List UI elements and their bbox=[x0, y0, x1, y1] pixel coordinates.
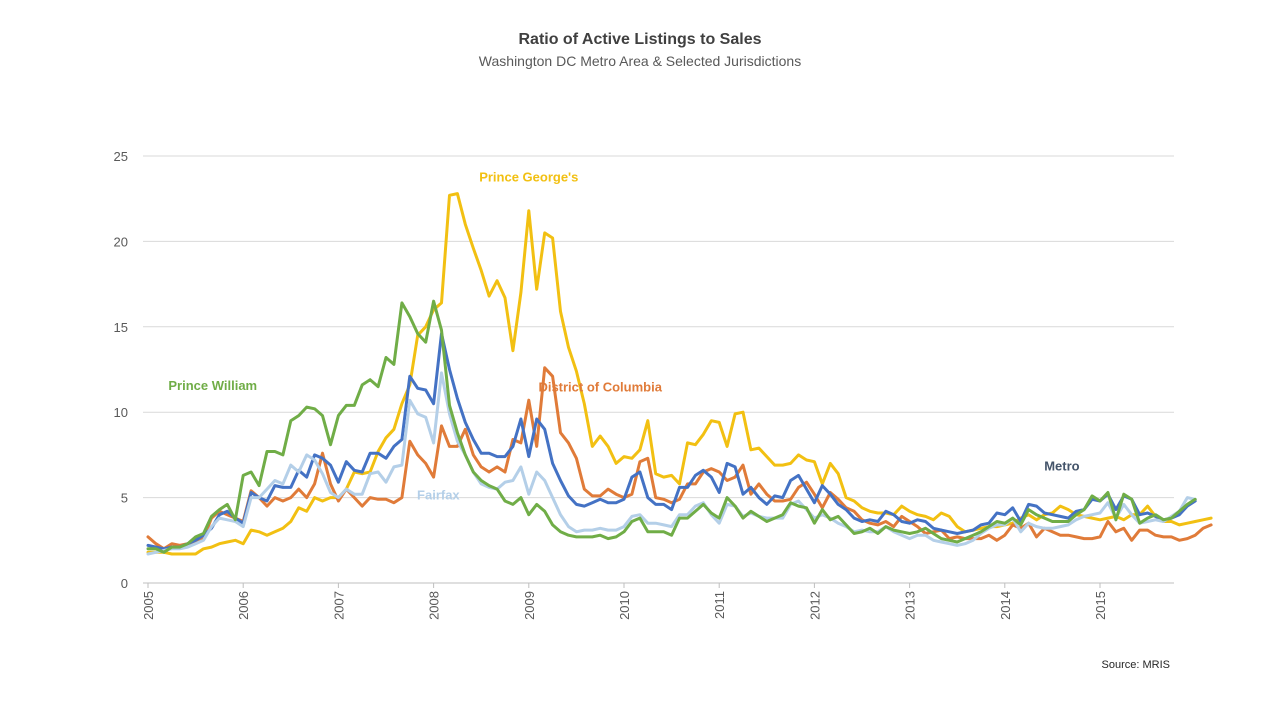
source-note: Source: MRIS bbox=[1101, 659, 1170, 671]
y-tick-label: 25 bbox=[114, 149, 128, 164]
y-tick-label: 5 bbox=[121, 491, 128, 506]
series-line-prince-william bbox=[146, 299, 1197, 554]
x-tick-label: 2009 bbox=[522, 591, 537, 620]
x-tick-label: 2015 bbox=[1093, 591, 1108, 620]
series-label-metro: Metro bbox=[1044, 458, 1079, 473]
x-tick-label: 2006 bbox=[236, 591, 251, 620]
chart-title: Ratio of Active Listings to Sales bbox=[518, 31, 762, 48]
series-label-fairfax: Fairfax bbox=[417, 487, 460, 502]
x-tick-label: 2014 bbox=[998, 591, 1013, 620]
series-line-prince-george-s bbox=[146, 192, 1213, 556]
x-tick-label: 2013 bbox=[903, 591, 918, 620]
x-tick-label: 2005 bbox=[141, 591, 156, 620]
x-tick-label: 2010 bbox=[617, 591, 632, 620]
x-tick-label: 2012 bbox=[807, 591, 822, 620]
series-line-metro bbox=[146, 332, 1197, 551]
series-label-district-of-columbia: District of Columbia bbox=[538, 380, 662, 395]
chart-subtitle: Washington DC Metro Area & Selected Juri… bbox=[478, 53, 802, 69]
y-tick-label: 0 bbox=[121, 576, 128, 591]
series-label-prince-william: Prince William bbox=[168, 378, 257, 393]
y-tick-label: 15 bbox=[114, 320, 128, 335]
series-label-prince-george-s: Prince George's bbox=[479, 170, 578, 185]
series-line-fairfax bbox=[146, 371, 1197, 556]
series-line-district-of-columbia bbox=[146, 366, 1213, 551]
x-tick-label: 2007 bbox=[331, 591, 346, 620]
x-tick-label: 2008 bbox=[427, 591, 442, 620]
y-tick-label: 10 bbox=[114, 405, 128, 420]
y-tick-label: 20 bbox=[114, 234, 128, 249]
x-tick-label: 2011 bbox=[712, 591, 727, 619]
